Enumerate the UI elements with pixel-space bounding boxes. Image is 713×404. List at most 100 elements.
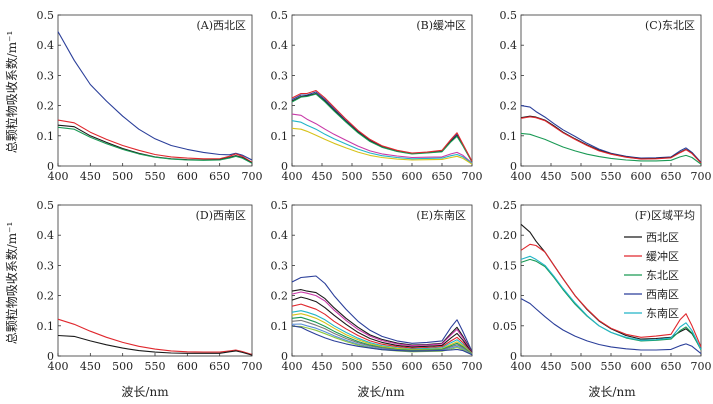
plot-frame — [291, 14, 473, 167]
panel-d: 400 450 500 550 600 650 700 0 0.1 0.2 0.3 0.4 0.5 (D)… — [37, 199, 263, 373]
y-tick-label: 0.1 — [271, 130, 289, 143]
x-tick-label: 400 — [511, 360, 532, 373]
y-tick-label: 0.2 — [271, 100, 289, 113]
x-tick-label: 600 — [631, 360, 652, 373]
y-tick-label: 0.5 — [37, 9, 55, 22]
series-line — [520, 298, 702, 355]
series-line — [291, 93, 473, 163]
y-tick-label: 0.1 — [37, 130, 55, 143]
x-tick-label: 400 — [282, 170, 303, 183]
x-tick-label: 500 — [342, 170, 363, 183]
series-line — [57, 334, 253, 356]
x-tick-label: 450 — [541, 170, 562, 183]
series-line — [291, 275, 473, 352]
series-line — [57, 126, 253, 164]
x-tick-label: 650 — [209, 360, 230, 373]
y-tick-label: 0.2 — [500, 100, 518, 113]
series-line — [291, 91, 473, 162]
y-tick-label: 0.4 — [37, 229, 55, 242]
x-tick-label: 400 — [48, 170, 69, 183]
y-tick-label: 0.4 — [37, 39, 55, 52]
x-tick-label: 500 — [112, 360, 133, 373]
x-tick-label: 550 — [372, 360, 393, 373]
x-tick-label: 450 — [312, 170, 333, 183]
plot-frame — [57, 14, 253, 167]
y-tick-label: 0.5 — [37, 199, 55, 212]
x-tick-label: 650 — [661, 170, 682, 183]
y-tick-label: 0.1 — [500, 130, 518, 143]
series-line — [291, 323, 473, 356]
plot-frame — [291, 204, 473, 357]
panel-title: (C)东北区 — [645, 19, 695, 32]
series-line — [291, 310, 473, 354]
series-line — [291, 291, 473, 353]
y-tick-label: 0.5 — [271, 199, 289, 212]
x-tick-label: 450 — [541, 360, 562, 373]
y-tick-label: 0.4 — [500, 39, 518, 52]
y-tick-label: 0 — [281, 160, 288, 173]
series-line — [520, 255, 702, 350]
x-tick-label: 450 — [80, 360, 101, 373]
series-line — [291, 316, 473, 355]
legend-label: 东南区 — [646, 307, 679, 320]
x-axis-title-a: 波长/nm — [121, 385, 169, 399]
series-line — [520, 105, 702, 163]
y-tick-label: 0.4 — [271, 39, 289, 52]
series-line — [291, 303, 473, 354]
series-line — [291, 120, 473, 165]
y-tick-label: 0.05 — [493, 320, 518, 333]
x-tick-label: 550 — [601, 170, 622, 183]
y-tick-label: 0.10 — [493, 290, 518, 303]
y-axis-title-top: 总颗粒物吸收系数/m⁻¹ — [4, 31, 19, 154]
series-line — [520, 132, 702, 165]
x-axis-title-c: 波长/nm — [588, 385, 636, 399]
series-line — [291, 296, 473, 354]
x-tick-label: 700 — [242, 360, 263, 373]
y-tick-label: 0.2 — [37, 100, 55, 113]
y-tick-label: 0.15 — [493, 259, 518, 272]
x-axis-title-b: 波长/nm — [357, 385, 405, 399]
y-tick-label: 0.3 — [37, 69, 55, 82]
y-tick-label: 0.3 — [500, 69, 518, 82]
y-tick-label: 0 — [510, 160, 517, 173]
y-tick-label: 0.3 — [37, 259, 55, 272]
x-tick-label: 550 — [372, 170, 393, 183]
panel-e: 400 450 500 550 600 650 700 0 0.1 0.2 0.3 0.4 0.5 (E)… — [271, 199, 483, 373]
x-tick-label: 400 — [48, 360, 69, 373]
x-tick-label: 700 — [691, 360, 712, 373]
y-tick-label: 0.20 — [493, 229, 518, 242]
x-tick-label: 550 — [145, 170, 166, 183]
panel-title: (A)西北区 — [196, 19, 246, 32]
y-tick-label: 0.5 — [271, 9, 289, 22]
x-tick-label: 650 — [432, 170, 453, 183]
panel-title: (B)缓冲区 — [416, 18, 466, 32]
y-tick-label: 0 — [47, 350, 54, 363]
series-line — [57, 31, 253, 161]
x-tick-label: 400 — [511, 170, 532, 183]
series-line — [291, 89, 473, 162]
series-line — [291, 319, 473, 355]
x-tick-label: 400 — [282, 360, 303, 373]
panel-title: (D)西南区 — [196, 209, 246, 222]
y-tick-label: 0.3 — [271, 69, 289, 82]
y-tick-label: 0.2 — [271, 290, 289, 303]
x-tick-label: 500 — [571, 170, 592, 183]
panel-b: 400 450 500 550 600 650 700 0 0.1 0.2 0.3 0.4 0.5 (B)… — [271, 9, 483, 183]
y-tick-label: 0.3 — [271, 259, 289, 272]
x-tick-label: 600 — [631, 170, 652, 183]
x-tick-label: 700 — [462, 360, 483, 373]
y-axis-title-bottom: 总颗粒物吸收系数/m⁻¹ — [4, 222, 19, 345]
x-tick-label: 650 — [432, 360, 453, 373]
y-tick-label: 0 — [510, 350, 517, 363]
series-line — [291, 113, 473, 164]
x-tick-label: 500 — [571, 360, 592, 373]
series-line — [291, 289, 473, 353]
legend-label: 西南区 — [646, 288, 679, 301]
series-line — [291, 313, 473, 355]
series-line — [520, 116, 702, 164]
y-tick-label: 0 — [47, 160, 54, 173]
x-tick-label: 600 — [177, 170, 198, 183]
series-line — [291, 92, 473, 163]
panel-c: 400 450 500 550 600 650 700 0 0.1 0.2 0.3 0.4 0.5 (C)… — [500, 9, 712, 183]
